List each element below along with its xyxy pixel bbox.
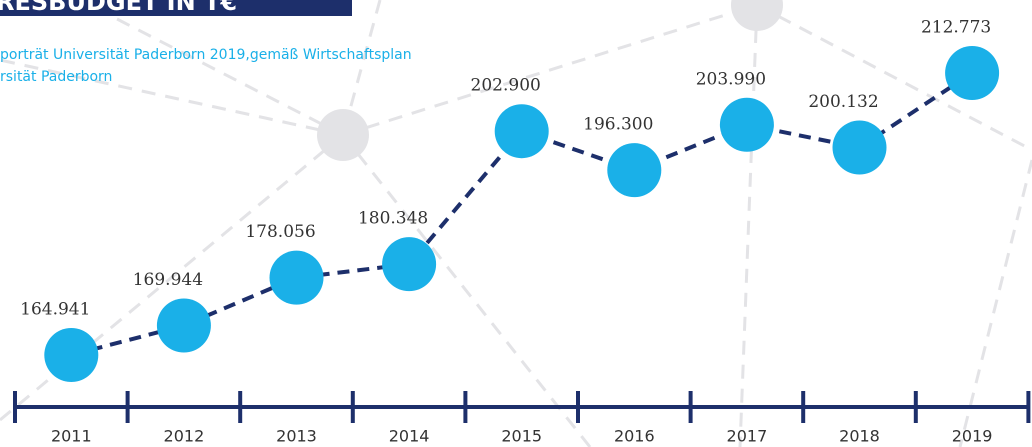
x-tick-label: 2014 bbox=[389, 427, 430, 446]
data-label: 178.056 bbox=[245, 222, 315, 242]
data-label: 202.900 bbox=[471, 76, 541, 96]
subtitle: rsität Paderborn bbox=[0, 69, 112, 85]
x-tick-label: 2011 bbox=[51, 427, 92, 446]
x-tick-label: 2017 bbox=[727, 427, 768, 446]
data-label: 164.941 bbox=[20, 300, 90, 320]
data-label: 200.132 bbox=[808, 92, 878, 112]
data-label: 180.348 bbox=[358, 209, 428, 229]
data-label: 203.990 bbox=[696, 69, 766, 89]
x-tick-label: 2013 bbox=[276, 427, 317, 446]
x-tick-label: 2016 bbox=[614, 427, 655, 446]
subtitle: porträt Universität Paderborn 2019,gemäß… bbox=[0, 47, 412, 63]
chart-title: RESBUDGET IN T€ bbox=[0, 0, 237, 16]
network-node bbox=[317, 109, 369, 161]
data-label: 212.773 bbox=[921, 18, 991, 38]
point bbox=[269, 250, 324, 305]
point bbox=[607, 143, 662, 198]
data-label: 196.300 bbox=[583, 115, 653, 135]
x-tick-label: 2015 bbox=[501, 427, 542, 446]
point bbox=[382, 237, 437, 292]
point bbox=[156, 298, 211, 353]
point bbox=[832, 120, 887, 175]
data-label: 169.944 bbox=[133, 270, 203, 290]
x-tick-label: 2018 bbox=[839, 427, 880, 446]
point bbox=[945, 46, 1000, 100]
network-node bbox=[731, 0, 783, 31]
point bbox=[494, 104, 549, 159]
point bbox=[44, 328, 99, 382]
title-box bbox=[0, 0, 352, 16]
x-tick-label: 2019 bbox=[952, 427, 993, 446]
point bbox=[719, 97, 774, 152]
x-tick-label: 2012 bbox=[164, 427, 205, 446]
